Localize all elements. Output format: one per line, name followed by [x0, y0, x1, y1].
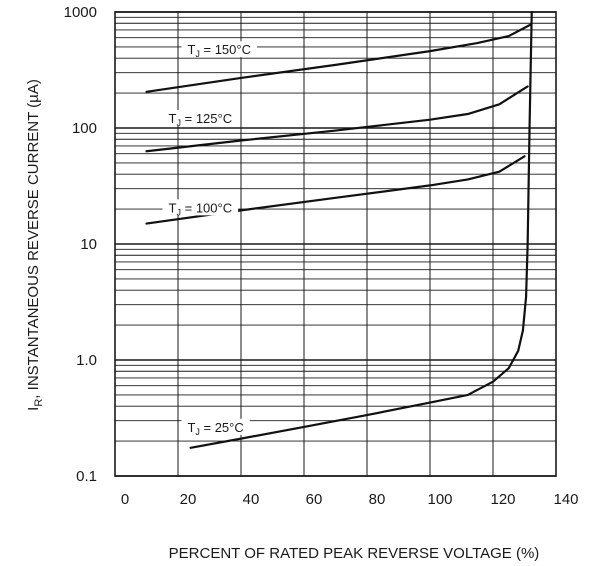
series-label-rest: = 100°C — [181, 200, 232, 215]
y-axis-title: IR, INSTANTANEOUS REVERSE CURRENT (µA) — [25, 79, 45, 411]
x-tick-label: 120 — [490, 491, 515, 508]
series-label-sub: J — [195, 427, 200, 437]
x-tick-label: 60 — [306, 491, 323, 508]
y-tick-label: 10 — [80, 236, 97, 253]
plot-frame — [114, 11, 557, 477]
series-label-text: TJ = 100°C — [169, 200, 233, 217]
series-label-main: T — [187, 420, 195, 435]
x-tick-label: 100 — [427, 491, 452, 508]
series-label-background — [162, 199, 239, 216]
x-axis-title: PERCENT OF RATED PEAK REVERSE VOLTAGE (%… — [169, 545, 540, 562]
series-label-main: T — [169, 200, 177, 215]
series-label: TJ = 150°C — [181, 41, 257, 59]
series-label-rest: = 25°C — [200, 420, 244, 435]
x-tick-label: 20 — [180, 491, 197, 508]
curves — [145, 10, 533, 449]
series-label-background — [181, 418, 250, 435]
series-label-sub: J — [195, 49, 200, 59]
series-label-rest: = 125°C — [181, 111, 232, 126]
series-label-text: TJ = 25°C — [187, 420, 243, 437]
series-label-text: TJ = 125°C — [169, 111, 233, 128]
y-tick-label: 1000 — [64, 4, 97, 21]
series-label: TJ = 100°C — [162, 199, 239, 217]
series-curve — [189, 10, 533, 449]
series-label: TJ = 125°C — [162, 109, 239, 128]
y-tick-label: 1.0 — [76, 352, 97, 369]
y-axis-title-main: I — [25, 407, 42, 411]
series-label: TJ = 25°C — [181, 418, 250, 437]
y-tick-label: 0.1 — [76, 468, 97, 485]
series-label-text: TJ = 150°C — [187, 42, 251, 59]
series-label-background — [181, 41, 257, 58]
y-axis-title-sub: R — [33, 399, 45, 407]
x-tick-label: 140 — [553, 491, 578, 508]
series-label-main: T — [187, 42, 195, 57]
series-label-sub: J — [177, 118, 182, 128]
series-label-rest: = 150°C — [200, 42, 251, 57]
y-axis-title-rest: , INSTANTANEOUS REVERSE CURRENT (µA) — [25, 79, 42, 399]
x-tick-label: 80 — [369, 491, 386, 508]
y-tick-label: 100 — [72, 120, 97, 137]
series-label-main: T — [169, 111, 177, 126]
series-label-sub: J — [177, 207, 182, 217]
x-tick-label: 40 — [243, 491, 260, 508]
grid — [114, 11, 557, 477]
curve-labels: TJ = 150°CTJ = 125°CTJ = 100°CTJ = 25°C — [162, 41, 257, 437]
series-label-background — [162, 109, 239, 126]
series-curve — [145, 23, 532, 93]
x-tick-label: 0 — [121, 491, 129, 508]
series-curve — [145, 85, 529, 153]
tick-labels: 0 20 40 60 80 100 120 140 0.1 1.0 10 100 1000 — [64, 4, 579, 508]
series-curve — [145, 155, 526, 225]
